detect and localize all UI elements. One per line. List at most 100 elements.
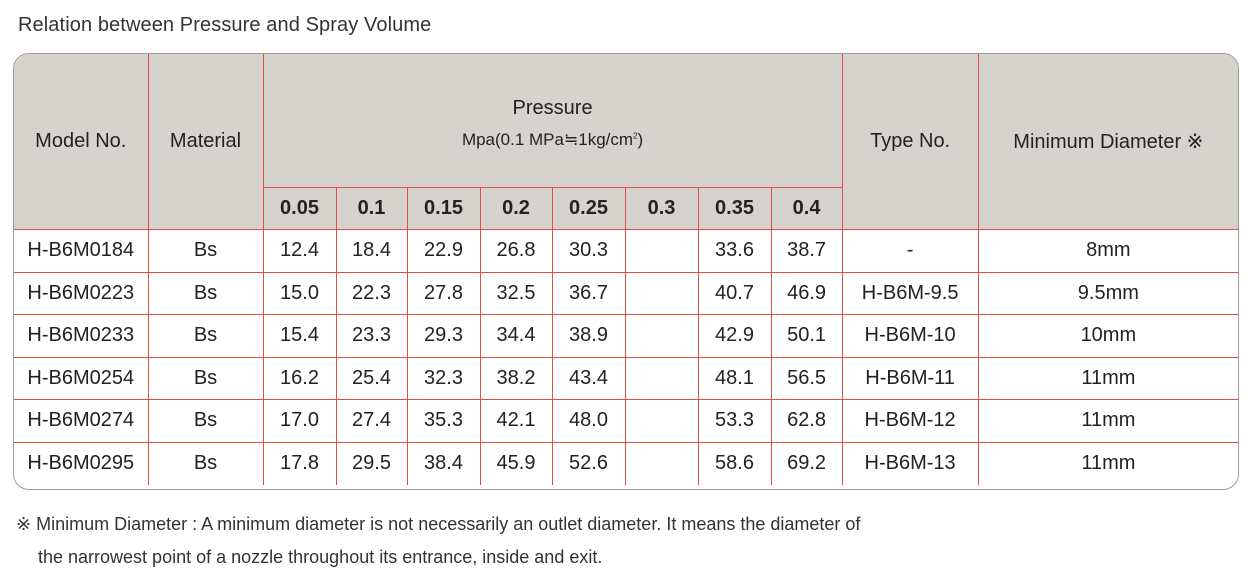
cell-spray-volume: 42.9 <box>697 314 772 358</box>
cell-spray-volume: 35.3 <box>406 399 481 443</box>
pressure-title: Pressure <box>512 97 593 119</box>
cell-spray-volume: 42.1 <box>479 399 553 443</box>
cell-spray-volume: 38.2 <box>479 356 553 400</box>
header-type-no: Type No. <box>841 54 979 230</box>
cell-spray-volume: 23.3 <box>335 314 408 358</box>
cell-type-no: H-B6M-9.5 <box>841 271 979 315</box>
cell-model-no: H-B6M0223 <box>14 271 149 315</box>
cell-spray-volume: 43.4 <box>551 356 626 400</box>
table-row: H-B6M0223 Bs 15.0 22.3 27.8 32.5 36.7 40.7 46.9 H… <box>14 271 1238 315</box>
cell-material: Bs <box>147 356 264 400</box>
header-pressure-value: 0.2 <box>479 187 553 230</box>
cell-min-diameter: 11mm <box>977 356 1238 400</box>
footnote-line-2: the narrowest point of a nozzle througho… <box>38 547 603 567</box>
table-row: H-B6M0274 Bs 17.0 27.4 35.3 42.1 48.0 53.3 62.8 H… <box>14 399 1238 443</box>
cell-spray-volume: 34.4 <box>479 314 553 358</box>
header-min-diameter: Minimum Diameter ※ <box>977 54 1238 230</box>
cell-spray-volume: 45.9 <box>479 441 553 485</box>
pressure-unit: Mpa(0.1 MPa≒1kg/cm2) <box>264 130 842 150</box>
page-title: Relation between Pressure and Spray Volu… <box>18 14 432 36</box>
cell-model-no: H-B6M0233 <box>14 314 149 358</box>
header-model-no: Model No. <box>14 54 149 230</box>
cell-spray-volume: 27.8 <box>406 271 481 315</box>
cell-spray-volume: 30.3 <box>551 229 626 273</box>
cell-spray-volume: 18.4 <box>335 229 408 273</box>
cell-spray-volume: 16.2 <box>262 356 337 400</box>
cell-spray-volume: 53.3 <box>697 399 772 443</box>
cell-spray-volume: 52.6 <box>551 441 626 485</box>
cell-type-no: - <box>841 229 979 273</box>
cell-spray-volume: 38.7 <box>770 229 843 273</box>
cell-spray-volume: 17.8 <box>262 441 337 485</box>
cell-min-diameter: 11mm <box>977 441 1238 485</box>
cell-material: Bs <box>147 399 264 443</box>
cell-spray-volume: 17.0 <box>262 399 337 443</box>
header-pressure-value: 0.1 <box>335 187 408 230</box>
cell-type-no: H-B6M-12 <box>841 399 979 443</box>
header-pressure-value: 0.25 <box>551 187 626 230</box>
cell-spray-volume: 58.6 <box>697 441 772 485</box>
cell-spray-volume: 62.8 <box>770 399 843 443</box>
cell-spray-volume <box>624 271 699 315</box>
cell-type-no: H-B6M-11 <box>841 356 979 400</box>
header-pressure-value: 0.05 <box>263 187 337 230</box>
footnote-line-1: ※ Minimum Diameter : A minimum diameter … <box>16 514 861 534</box>
header-pressure-value: 0.15 <box>406 187 481 230</box>
pressure-unit-superscript: 2 <box>633 131 638 141</box>
pressure-unit-prefix: Mpa(0.1 MPa≒1kg/cm <box>461 130 634 149</box>
cell-spray-volume: 46.9 <box>770 271 843 315</box>
header-pressure: Pressure Mpa(0.1 MPa≒1kg/cm2) <box>262 54 843 188</box>
cell-model-no: H-B6M0254 <box>14 356 149 400</box>
table-row: H-B6M0233 Bs 15.4 23.3 29.3 34.4 38.9 42.9 50.1 H… <box>14 314 1238 358</box>
header-pressure-value: 0.35 <box>697 187 772 230</box>
cell-spray-volume: 15.4 <box>262 314 337 358</box>
cell-spray-volume: 38.4 <box>406 441 481 485</box>
cell-spray-volume: 29.3 <box>406 314 481 358</box>
cell-spray-volume <box>624 229 699 273</box>
cell-spray-volume: 48.1 <box>697 356 772 400</box>
cell-spray-volume <box>624 399 699 443</box>
pressure-unit-suffix: ) <box>637 130 644 149</box>
cell-spray-volume: 25.4 <box>335 356 408 400</box>
footnote: ※ Minimum Diameter : A minimum diameter … <box>16 508 860 574</box>
cell-model-no: H-B6M0184 <box>14 229 149 273</box>
cell-spray-volume <box>624 314 699 358</box>
cell-spray-volume <box>624 356 699 400</box>
table-row: H-B6M0254 Bs 16.2 25.4 32.3 38.2 43.4 48.1 56.5 H… <box>14 356 1238 400</box>
cell-min-diameter: 10mm <box>977 314 1238 358</box>
table-row: H-B6M0295 Bs 17.8 29.5 38.4 45.9 52.6 58.6 69.2 H… <box>14 441 1238 485</box>
cell-spray-volume: 15.0 <box>262 271 337 315</box>
cell-type-no: H-B6M-10 <box>841 314 979 358</box>
table-row: H-B6M0184 Bs 12.4 18.4 22.9 26.8 30.3 33.6 38.7-… <box>14 229 1238 273</box>
cell-spray-volume: 12.4 <box>262 229 337 273</box>
cell-spray-volume: 48.0 <box>551 399 626 443</box>
cell-min-diameter: 8mm <box>977 229 1238 273</box>
cell-spray-volume: 22.3 <box>335 271 408 315</box>
cell-model-no: H-B6M0274 <box>14 399 149 443</box>
cell-type-no: H-B6M-13 <box>841 441 979 485</box>
cell-spray-volume: 22.9 <box>406 229 481 273</box>
cell-spray-volume: 26.8 <box>479 229 553 273</box>
cell-material: Bs <box>147 441 264 485</box>
header-pressure-value: 0.4 <box>770 187 843 230</box>
cell-material: Bs <box>147 229 264 273</box>
cell-spray-volume: 38.9 <box>551 314 626 358</box>
cell-spray-volume: 69.2 <box>770 441 843 485</box>
cell-spray-volume: 36.7 <box>551 271 626 315</box>
spray-volume-table-container: Model No. Material Pressure Mpa(0.1 MPa≒… <box>13 53 1239 490</box>
header-material: Material <box>147 54 264 230</box>
cell-spray-volume: 32.5 <box>479 271 553 315</box>
cell-model-no: H-B6M0295 <box>14 441 149 485</box>
cell-spray-volume: 29.5 <box>335 441 408 485</box>
cell-spray-volume: 27.4 <box>335 399 408 443</box>
cell-min-diameter: 9.5mm <box>977 271 1238 315</box>
cell-material: Bs <box>147 314 264 358</box>
cell-material: Bs <box>147 271 264 315</box>
cell-spray-volume: 40.7 <box>697 271 772 315</box>
spray-volume-table: Model No. Material Pressure Mpa(0.1 MPa≒… <box>14 54 1238 485</box>
cell-spray-volume: 50.1 <box>770 314 843 358</box>
header-pressure-value: 0.3 <box>624 187 699 230</box>
cell-min-diameter: 11mm <box>977 399 1238 443</box>
cell-spray-volume: 32.3 <box>406 356 481 400</box>
cell-spray-volume: 56.5 <box>770 356 843 400</box>
